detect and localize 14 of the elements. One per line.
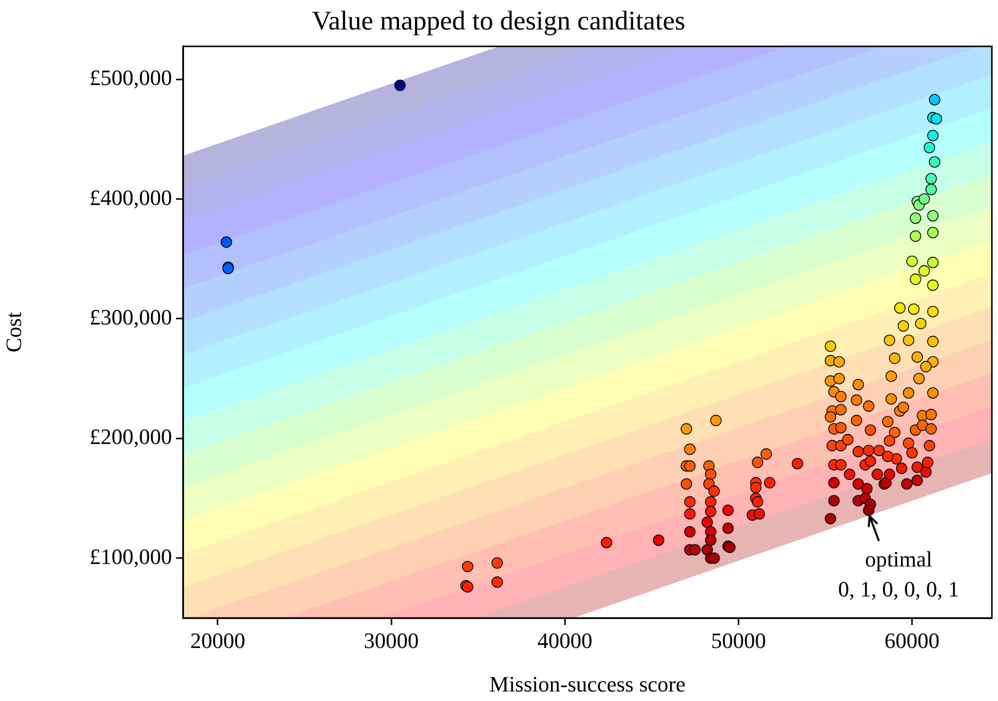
y-axis-title: Cost <box>0 312 26 352</box>
y-tick-label: £400,000 <box>90 184 172 210</box>
y-tick-label: £500,000 <box>90 65 172 90</box>
annotation: optimal 0, 1, 0, 0, 0, 1 <box>838 546 960 602</box>
x-tick-label: 40000 <box>537 628 592 653</box>
chart-title: Value mapped to design canditates <box>312 5 686 36</box>
y-tick-label: £300,000 <box>90 304 172 330</box>
x-tick-label: 60000 <box>884 628 940 653</box>
x-tick-label: 50000 <box>710 628 766 653</box>
y-tick-label: £200,000 <box>90 424 172 450</box>
x-tick-label: 30000 <box>364 628 419 653</box>
x-axis-title: Mission-success score <box>489 672 686 697</box>
x-tick-label: 20000 <box>190 628 246 653</box>
y-tick-label: £100,000 <box>90 544 172 569</box>
